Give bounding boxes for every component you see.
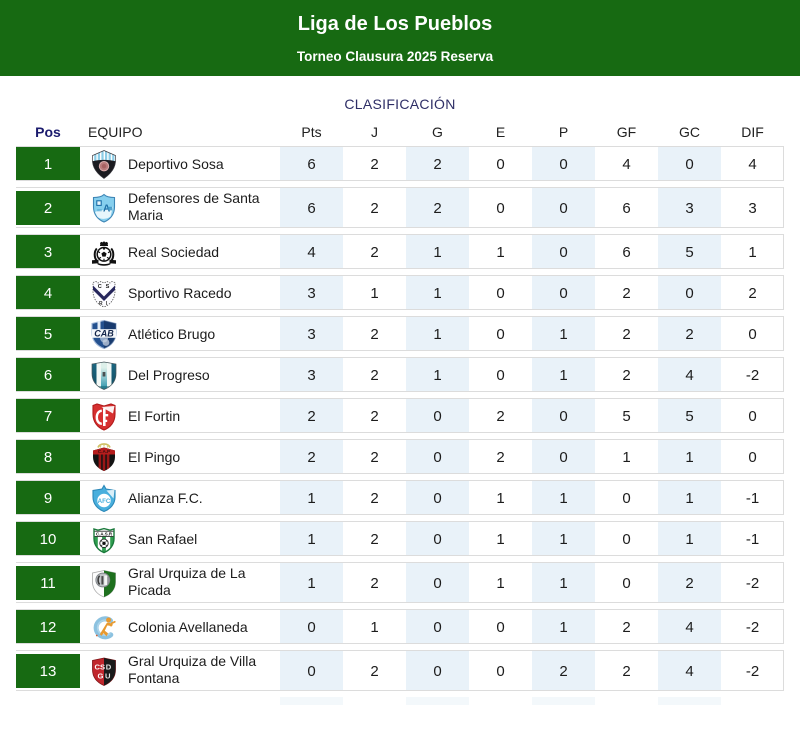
svg-text:CS: CS (95, 662, 106, 671)
svg-text:C.A.S.R: C.A.S.R (96, 531, 113, 536)
svg-text:C.A.P: C.A.P (98, 449, 110, 454)
svg-text:U: U (105, 671, 111, 680)
svg-text:AFC: AFC (98, 498, 111, 505)
svg-text:R: R (99, 301, 103, 307)
svg-text:CAB: CAB (94, 328, 114, 338)
svg-text:A: A (103, 203, 110, 214)
svg-text:G: G (98, 671, 104, 680)
svg-text:C: C (98, 283, 102, 289)
svg-text:D: D (106, 662, 112, 671)
svg-text:I: I (106, 301, 108, 307)
svg-text:S: S (106, 283, 110, 289)
